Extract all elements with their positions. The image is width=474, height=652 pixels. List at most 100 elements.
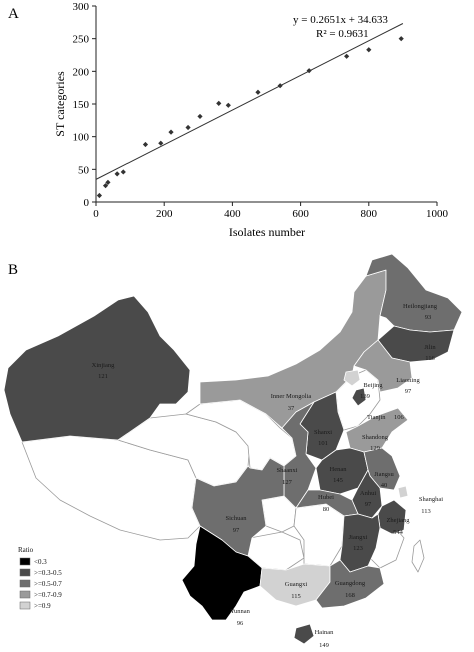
legend-label-0-7-0-9: >=0.7-0.9 (34, 591, 62, 599)
label-yunnan-name: Yunnan (230, 608, 251, 615)
data-point (185, 124, 191, 131)
y-tick-label: 100 (73, 132, 90, 144)
label-liaoning-name: Liaoning (396, 377, 420, 384)
data-point (102, 183, 109, 189)
region-tianjin (351, 387, 367, 407)
label-shanxi-name: Shanxi (314, 429, 332, 436)
label-shanghai-name: Shanghai (419, 496, 443, 503)
data-point (142, 141, 149, 148)
legend-swatch-gte-0-9 (19, 601, 31, 610)
label-jiangsu-name: Jiangsu (374, 471, 394, 478)
y-tick-label: 250 (73, 34, 90, 46)
map-legend: Ratio <0.3 >=0.3-0.5 >=0.5-0.7 >=0.7-0.9… (18, 546, 62, 610)
y-tick-label: 200 (73, 66, 90, 78)
legend-label-0-3-0-5: >=0.3-0.5 (34, 569, 62, 577)
label-henan-count: 145 (333, 477, 343, 484)
x-axis-title: Isolates number (229, 225, 305, 239)
label-hainan-name: Hainan (315, 629, 335, 636)
label-zhejiang-name: Zhejiang (386, 517, 410, 524)
data-point (306, 68, 312, 74)
x-tick-label: 400 (224, 208, 241, 220)
y-tick-label: 50 (78, 164, 90, 176)
y-tick-label: 300 (73, 1, 90, 13)
label-shaanxi-count: 127 (282, 479, 293, 486)
data-point (114, 171, 120, 177)
label-inner-mongolia-count: 37 (288, 405, 295, 412)
y-axis-title: ST categories (53, 71, 67, 137)
scatter-plot: 0 50 100 150 200 250 300 0 200 400 600 800 1000 Iso… (53, 1, 449, 239)
label-jiangsu-count: 40 (381, 482, 388, 489)
data-point (216, 100, 222, 106)
label-xinjiang-name: Xinjiang (92, 362, 115, 369)
label-tianjin-count: 106 (394, 414, 405, 421)
label-shandong-count: 129 (370, 445, 380, 452)
label-shaanxi-name: Shaanxi (277, 467, 298, 474)
panel-b-letter: B (8, 262, 18, 278)
legend-swatch-0-7-0-9 (19, 590, 31, 599)
region-hubei (295, 489, 359, 517)
x-ticks: 0 200 400 600 800 1000 (93, 202, 449, 220)
trendline (95, 23, 404, 180)
label-jiangxi-name: Jiangxi (349, 534, 368, 541)
y-ticks: 0 50 100 150 200 250 300 (73, 1, 96, 209)
x-tick-label: 0 (93, 208, 99, 220)
data-point (277, 83, 283, 89)
panel-a-letter: A (8, 6, 19, 22)
label-shandong-name: Shandong (362, 434, 389, 441)
legend-swatch-0-3-0-5 (19, 568, 31, 577)
province-labels: Xinjiang 121 Heilongjiang 93 Jilin 116 L… (92, 303, 444, 649)
region-shanghai (397, 485, 409, 499)
data-point (168, 129, 174, 135)
label-heilongjiang-name: Heilongjiang (403, 303, 438, 310)
region-guangdong (315, 559, 385, 609)
label-jilin-count: 116 (425, 355, 435, 362)
label-beijing-name: Beijing (363, 382, 383, 389)
region-yunnan (181, 525, 263, 621)
label-anhui-count: 97 (365, 501, 372, 508)
label-sichuan-name: Sichuan (226, 515, 248, 522)
china-map (3, 253, 463, 645)
data-point (158, 140, 164, 146)
data-point (366, 47, 372, 53)
label-inner-mongolia-name: Inner Mongolia (271, 393, 312, 400)
region-beijing (343, 369, 361, 387)
region-jiangxi (339, 513, 381, 573)
x-tick-label: 200 (156, 208, 173, 220)
label-hainan-count: 149 (319, 642, 329, 649)
label-tianjin-name: Tianjin (367, 414, 386, 421)
legend-swatch-0-5-0-7 (19, 579, 31, 588)
label-liaoning-count: 97 (405, 388, 412, 395)
label-guangdong-count: 168 (345, 592, 355, 599)
label-heilongjiang-count: 93 (425, 314, 432, 321)
x-tick-label: 600 (292, 208, 309, 220)
y-tick-label: 0 (84, 197, 90, 209)
label-beijing-count: 139 (360, 393, 370, 400)
data-point (120, 169, 126, 175)
region-liaoning (353, 339, 413, 393)
label-sichuan-count: 97 (233, 527, 240, 534)
label-guangxi-count: 115 (291, 593, 301, 600)
region-shaanxi (281, 401, 317, 509)
label-jiangxi-count: 123 (353, 545, 363, 552)
label-guangxi-name: Guangxi (285, 581, 308, 588)
label-guangdong-name: Guangdong (335, 580, 366, 587)
label-shanghai-count: 113 (421, 508, 431, 515)
legend-label-gte-0-9: >=0.9 (34, 602, 51, 610)
legend-title: Ratio (18, 546, 34, 554)
label-hubei-count: 80 (323, 506, 330, 513)
x-tick-label: 800 (361, 208, 378, 220)
data-points (96, 36, 404, 199)
region-xinjiang (3, 295, 191, 443)
label-anhui-name: Anhui (360, 490, 376, 497)
label-xinjiang-count: 121 (98, 373, 108, 380)
data-point (344, 53, 350, 59)
data-point (225, 102, 231, 108)
label-yunnan-count: 96 (237, 620, 244, 627)
data-point (197, 113, 203, 120)
legend-swatch-lt-0-3 (19, 557, 31, 566)
legend-label-lt-0-3: <0.3 (34, 558, 47, 566)
label-hubei-name: Hubei (318, 494, 334, 501)
region-taiwan (411, 539, 425, 573)
data-point (96, 192, 103, 199)
